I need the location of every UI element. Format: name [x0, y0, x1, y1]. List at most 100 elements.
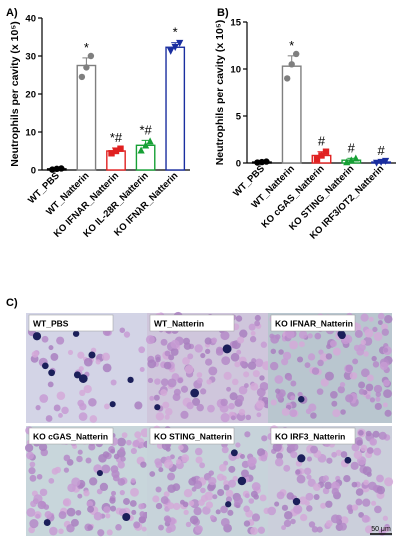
cell	[356, 348, 364, 356]
cell	[313, 494, 320, 500]
chart-a-data-point	[108, 150, 115, 157]
cell	[147, 377, 154, 384]
micrograph: KO STING_Natterin	[147, 425, 271, 536]
cell	[67, 349, 74, 355]
cell	[158, 524, 164, 531]
cell	[350, 461, 359, 470]
cell	[250, 490, 258, 498]
chart-a-data-point	[171, 44, 179, 52]
cell	[364, 525, 374, 534]
micrograph: KO cGAS_Natterin	[24, 426, 151, 537]
cell	[322, 475, 329, 482]
micrograph-label-box	[270, 314, 356, 332]
cell	[239, 453, 245, 459]
chart-b-y-tick-label: 15	[230, 18, 241, 29]
cell	[194, 344, 203, 353]
cell	[223, 371, 232, 380]
cell	[306, 456, 313, 462]
cell	[196, 403, 204, 412]
cell	[54, 466, 62, 474]
micrograph-label: WT_PBS	[33, 319, 69, 329]
stained-nucleus	[230, 449, 238, 457]
cell	[198, 499, 205, 506]
cell	[28, 467, 36, 475]
cell	[260, 341, 268, 348]
cell	[66, 507, 76, 517]
cell	[180, 410, 189, 419]
cell	[101, 352, 111, 361]
chart-b-data-point	[263, 158, 270, 165]
cell	[199, 462, 206, 469]
chart-a-bar	[135, 144, 156, 171]
cell	[362, 498, 371, 507]
cell	[63, 454, 71, 462]
cell	[39, 488, 48, 497]
cell	[155, 356, 161, 363]
cell	[270, 334, 280, 344]
cell	[278, 349, 284, 355]
cell	[205, 358, 213, 366]
cell	[56, 391, 66, 401]
chart-b-data-point	[288, 61, 295, 68]
cell	[138, 346, 146, 354]
cell	[35, 513, 41, 519]
chart-a-data-point	[117, 145, 124, 152]
cell	[75, 509, 82, 516]
cell	[167, 484, 176, 493]
micrograph-label: KO STING_Natterin	[154, 432, 232, 442]
stained-nucleus	[127, 376, 134, 384]
cell	[164, 459, 174, 469]
chart-a-data-point	[112, 147, 120, 155]
cell	[250, 330, 256, 336]
cell	[251, 482, 261, 491]
cell	[168, 354, 175, 361]
cell	[205, 348, 211, 354]
chart-b-data-point	[293, 50, 300, 58]
cell	[200, 352, 206, 359]
cell	[337, 385, 345, 394]
cell	[295, 469, 301, 475]
chart-b-data-point	[377, 158, 385, 166]
cell	[211, 337, 218, 344]
cell	[312, 483, 321, 492]
cell	[290, 380, 297, 387]
chart-b-y-tick-label: 10	[230, 65, 241, 76]
chart-a-bar	[76, 64, 97, 171]
cell	[239, 360, 246, 367]
cell	[297, 391, 303, 398]
stained-nucleus	[96, 469, 103, 477]
cell	[293, 504, 303, 514]
cell	[281, 407, 290, 416]
cell	[158, 467, 164, 473]
cell	[377, 320, 383, 326]
cell	[120, 456, 126, 462]
chart-b-data-point	[352, 154, 360, 162]
micrograph-label-box	[149, 314, 235, 332]
cell	[281, 504, 289, 511]
cell	[113, 453, 120, 460]
cell	[184, 365, 194, 374]
cell	[207, 483, 215, 492]
cell	[221, 446, 229, 454]
cell	[375, 391, 382, 398]
micrograph-panel: WT_PBS WT_Natterin KO IFNAR_Natterin KO cGA…	[24, 311, 394, 537]
cell	[358, 430, 364, 436]
cell	[275, 392, 284, 400]
cell	[236, 349, 242, 355]
cell	[259, 375, 265, 381]
cell	[318, 349, 324, 355]
cell	[141, 526, 147, 532]
chart-a-data-point	[83, 64, 90, 71]
cell	[37, 500, 47, 510]
cell	[76, 455, 83, 463]
cell	[267, 506, 277, 516]
chart-b-data-point	[373, 159, 381, 167]
cell	[230, 352, 240, 362]
cell	[249, 336, 257, 343]
cell	[377, 312, 385, 320]
cell	[304, 500, 310, 506]
cell	[286, 375, 292, 381]
cell	[314, 332, 322, 340]
cell	[243, 520, 251, 527]
cell	[331, 451, 338, 458]
